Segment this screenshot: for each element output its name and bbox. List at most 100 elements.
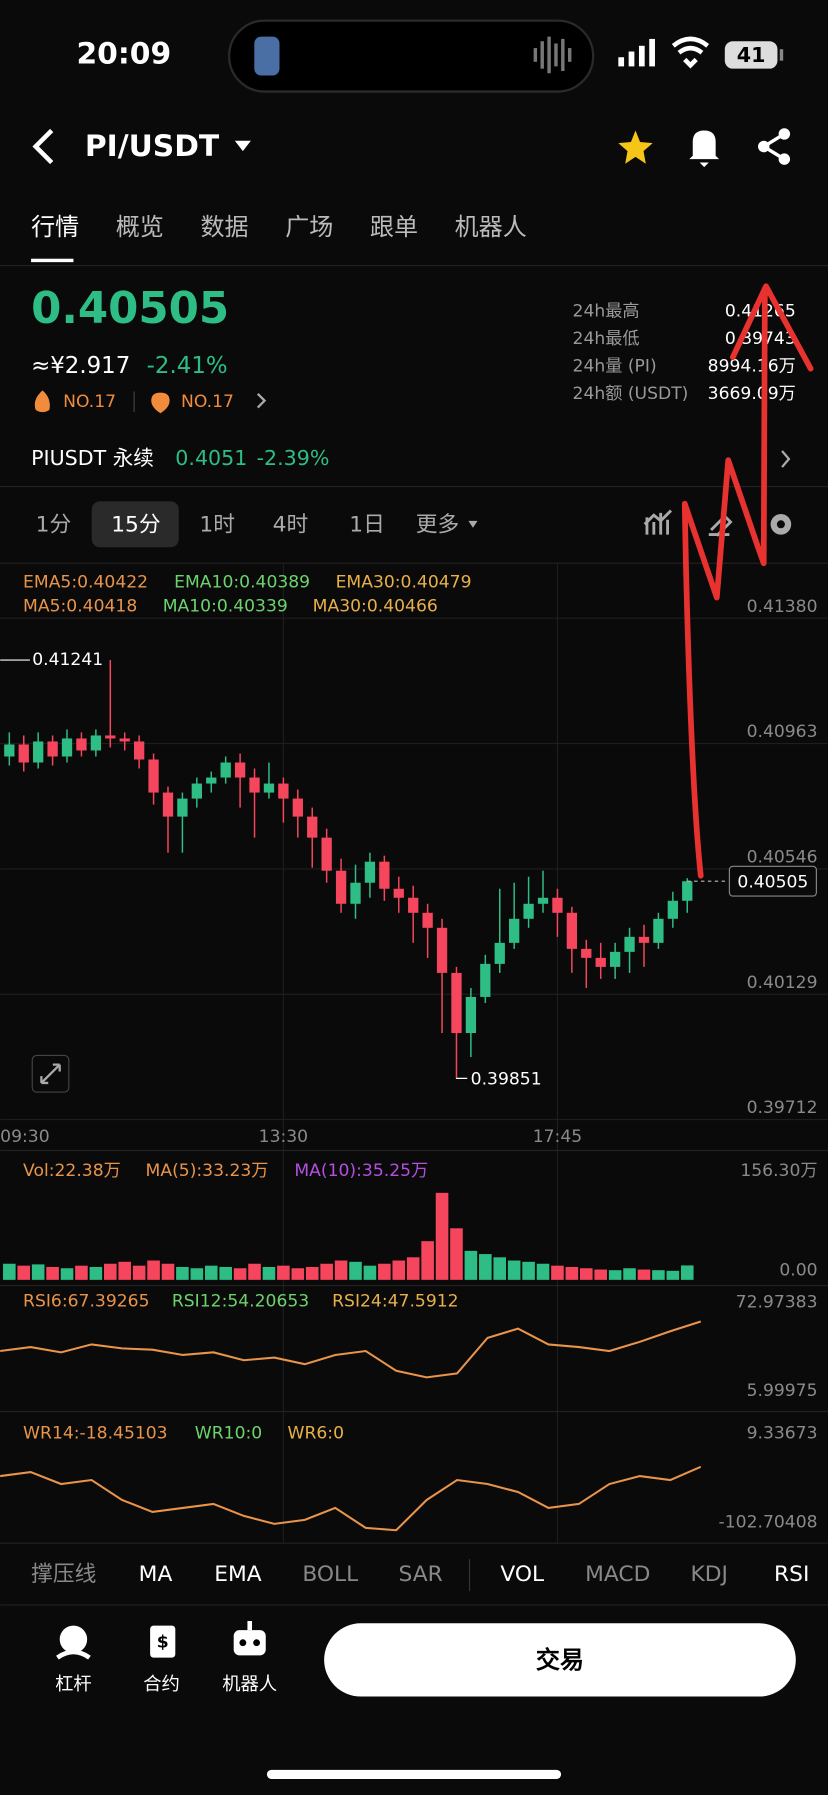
perp-change: -2.39%: [257, 446, 330, 470]
alert-bell[interactable]: [689, 130, 720, 168]
indicator-tab[interactable]: SAR: [399, 1562, 443, 1587]
candle-body: [537, 897, 549, 904]
futures-icon[interactable]: $: [150, 1625, 176, 1658]
futures-glyph: $: [157, 1633, 169, 1653]
tab[interactable]: 数据: [201, 213, 249, 241]
share-button[interactable]: [758, 128, 791, 165]
volume-bar: [450, 1228, 463, 1280]
favorite-star[interactable]: [618, 130, 653, 164]
trade-button-label[interactable]: 交易: [536, 1646, 584, 1674]
volume-bar: [3, 1263, 16, 1280]
last-price-tag-label: 0.40505: [737, 872, 808, 892]
indicator-tab[interactable]: VOL: [500, 1562, 544, 1587]
tab[interactable]: 广场: [285, 213, 333, 241]
tab[interactable]: 机器人: [455, 213, 527, 241]
indicator-label: MA(5):33.23万: [146, 1161, 269, 1181]
volume-bar: [652, 1270, 665, 1280]
candle-body: [263, 783, 275, 793]
perp-chevron[interactable]: [781, 450, 791, 468]
volume-bar: [262, 1266, 276, 1280]
hot-rank[interactable]: NO.17: [63, 392, 116, 412]
tab[interactable]: 跟单: [370, 213, 418, 241]
indicator-tab[interactable]: KDJ: [690, 1562, 727, 1587]
max-marker: 0.41241: [32, 650, 103, 670]
indicator-label: WR14:-18.45103: [23, 1423, 168, 1443]
stat-label: 24h最高: [573, 301, 640, 321]
fav-icon: [151, 392, 170, 414]
candle-body: [552, 897, 563, 913]
pair-title[interactable]: PI/USDT: [85, 129, 220, 164]
trade-button[interactable]: [324, 1623, 796, 1697]
battery: [724, 41, 778, 69]
x-tick-label: 13:30: [259, 1127, 308, 1147]
candle-body: [119, 738, 130, 742]
y-tick-label: 9.33673: [747, 1423, 818, 1443]
indicator-line: [0, 1465, 702, 1532]
indicator-tab[interactable]: BOLL: [302, 1562, 358, 1587]
volume-bar: [378, 1263, 391, 1280]
back-button[interactable]: [32, 128, 54, 165]
bot-icon[interactable]: [233, 1620, 266, 1656]
candle-body: [191, 783, 202, 799]
nav-label[interactable]: 合约: [143, 1674, 180, 1695]
candle-body: [480, 963, 491, 997]
candle-body: [162, 792, 174, 817]
y-tick-label: 5.99975: [747, 1381, 818, 1401]
min-marker-line: [455, 1077, 468, 1079]
rank-chevron[interactable]: [256, 392, 267, 409]
nav-label[interactable]: 杠杆: [55, 1674, 92, 1695]
margin-icon[interactable]: [56, 1625, 91, 1660]
indicator-tab[interactable]: EMA: [214, 1562, 262, 1587]
volume-bar: [46, 1266, 59, 1280]
volume-bar: [334, 1260, 348, 1280]
more-dropdown[interactable]: [468, 520, 478, 528]
tab[interactable]: 行情: [31, 213, 79, 241]
indicator-icon[interactable]: [643, 509, 673, 535]
interval[interactable]: 更多: [416, 512, 459, 537]
volume-bar: [479, 1254, 492, 1280]
interval[interactable]: 15分: [111, 512, 160, 537]
volume-bar: [623, 1268, 636, 1280]
candle-body: [133, 741, 145, 760]
audio-wave: [533, 36, 572, 74]
candle-body: [249, 777, 260, 793]
y-tick-label: 0.39712: [747, 1098, 818, 1118]
y-tick-label: 72.97383: [736, 1293, 818, 1313]
nav-label[interactable]: 机器人: [222, 1674, 277, 1695]
pair-dropdown[interactable]: [234, 140, 251, 152]
candle-body: [321, 837, 332, 871]
indicator-label: MA10:0.40339: [163, 597, 288, 617]
candle-body: [177, 798, 188, 817]
indicator-tab[interactable]: 撑压线: [31, 1562, 96, 1587]
interval[interactable]: 1时: [199, 512, 235, 537]
fav-rank[interactable]: NO.17: [181, 392, 234, 412]
stat-label: 24h额 (USDT): [573, 384, 689, 404]
island-thumbnail: [254, 36, 280, 76]
volume-bar: [132, 1265, 146, 1280]
volume-bar: [421, 1241, 434, 1280]
indicator-tab[interactable]: MACD: [585, 1562, 650, 1587]
interval[interactable]: 1分: [36, 512, 72, 537]
y-tick-label: -102.70408: [719, 1513, 818, 1533]
indicator-tab[interactable]: RSI: [774, 1562, 809, 1587]
candle-body: [682, 881, 693, 901]
volume-bar: [406, 1257, 420, 1280]
indicator-label: WR6:0: [288, 1423, 344, 1443]
expand-button[interactable]: [31, 1054, 70, 1093]
volume-bar: [522, 1261, 535, 1280]
volume-bar: [75, 1265, 88, 1280]
interval[interactable]: 4时: [273, 512, 309, 537]
interval[interactable]: 1日: [349, 512, 385, 537]
volume-bar: [536, 1263, 550, 1280]
volume-bar: [219, 1266, 232, 1280]
volume-bar: [637, 1269, 651, 1280]
volume-bar: [565, 1266, 579, 1280]
settings-icon[interactable]: [770, 514, 792, 535]
indicator-tab[interactable]: MA: [139, 1562, 173, 1587]
volume-bar: [204, 1265, 218, 1280]
perp-name[interactable]: PIUSDT 永续: [31, 446, 154, 470]
tab[interactable]: 概览: [116, 213, 164, 241]
volume-bar: [392, 1260, 406, 1280]
